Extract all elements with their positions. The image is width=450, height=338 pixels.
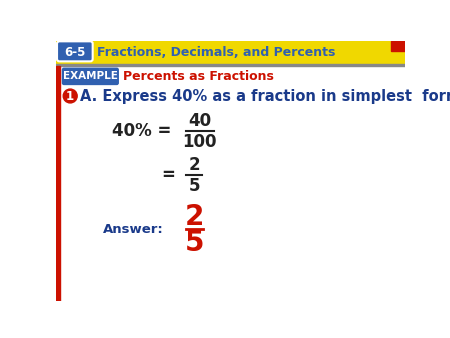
Text: 40: 40 [188, 113, 211, 130]
FancyBboxPatch shape [57, 41, 93, 62]
FancyBboxPatch shape [63, 68, 118, 84]
Text: EXAMPLE: EXAMPLE [63, 71, 118, 81]
Text: =: = [162, 166, 176, 184]
Text: 2: 2 [189, 156, 200, 174]
Text: 100: 100 [182, 133, 217, 151]
Bar [56, 66, 60, 301]
Text: 2: 2 [184, 203, 204, 231]
Bar [56, 64, 405, 66]
Text: 6-5: 6-5 [64, 46, 86, 58]
Text: Percents as Fractions: Percents as Fractions [123, 70, 274, 83]
Text: A. Express 40% as a fraction in simplest  form.: A. Express 40% as a fraction in simplest… [80, 89, 450, 103]
Text: Answer:: Answer: [103, 223, 163, 236]
Bar [56, 41, 405, 64]
Circle shape [63, 89, 77, 103]
Text: Fractions, Decimals, and Percents: Fractions, Decimals, and Percents [97, 46, 335, 58]
Bar [391, 41, 405, 51]
Text: 5: 5 [184, 229, 204, 257]
Text: 40% =: 40% = [112, 122, 171, 140]
Text: 5: 5 [189, 177, 200, 195]
Text: 1: 1 [66, 90, 74, 102]
